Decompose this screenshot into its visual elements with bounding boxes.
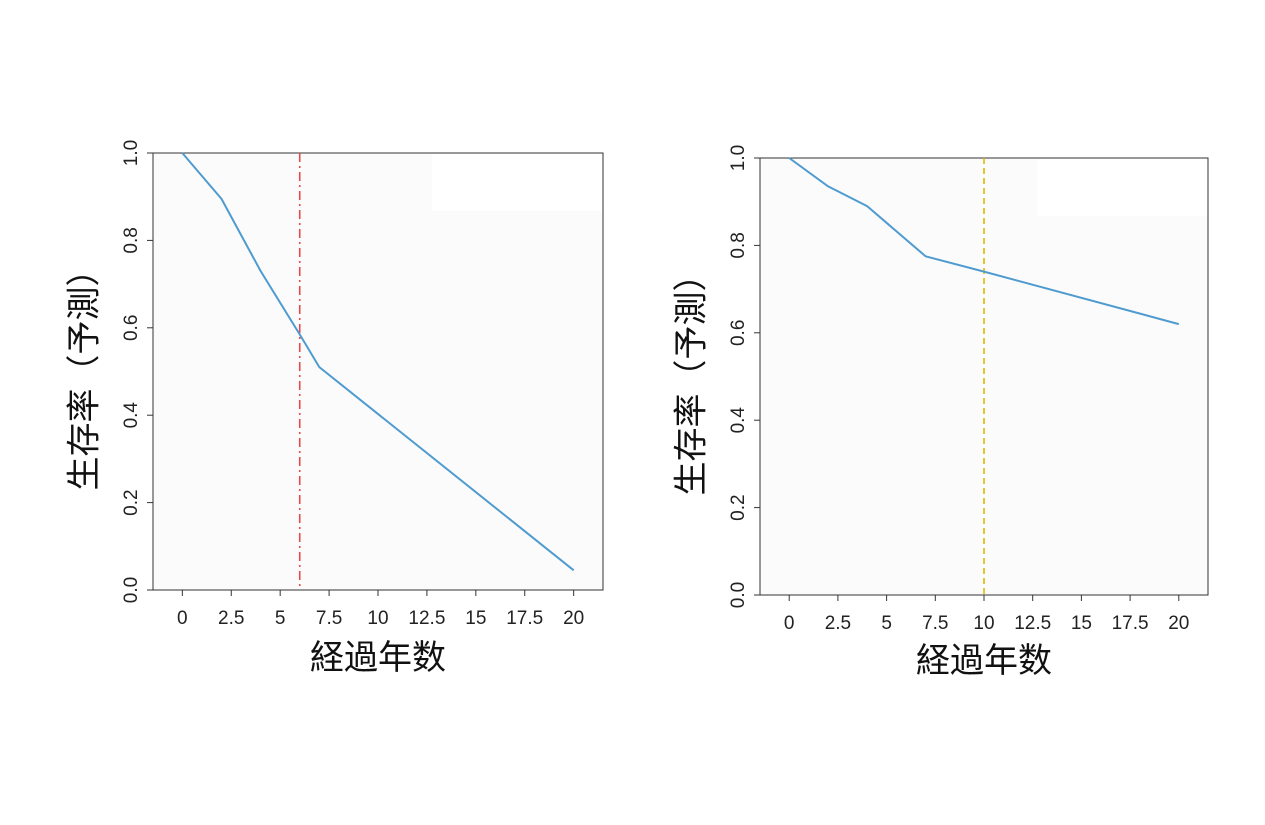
x-tick-label: 5: [881, 613, 892, 634]
x-tick-label: 12.5: [1014, 613, 1051, 634]
x-tick-label: 0: [177, 608, 188, 629]
x-tick-label: 2.5: [218, 608, 244, 629]
x-axis-title: 経過年数: [310, 638, 446, 678]
y-tick-label: 1.0: [121, 140, 142, 166]
x-tick-label: 20: [1168, 613, 1189, 634]
x-tick-label: 17.5: [1112, 613, 1149, 634]
x-axis-title: 経過年数: [916, 641, 1052, 681]
x-tick-label: 0: [784, 613, 795, 634]
y-tick-label: 0.4: [121, 402, 142, 429]
x-tick-label: 2.5: [825, 613, 851, 634]
x-tick-label: 5: [275, 608, 286, 629]
legend-box: [432, 154, 602, 211]
chart-1: 0 2.5 5 7.5 10 12.5 15 17.5 20 0.0 0.2 0.4 0.6 0.8 1.0…: [65, 140, 604, 678]
y-tick-label: 0.6: [121, 315, 142, 341]
legend-box: [1037, 159, 1207, 216]
y-tick-label: 0.2: [121, 489, 142, 515]
y-axis-title: 生存率（予測）: [65, 253, 105, 491]
y-tick-label: 0.0: [728, 582, 749, 608]
y-tick-label: 0.2: [728, 494, 749, 520]
chart-2: 0 2.5 5 7.5 10 12.5 15 17.5 20 0.0 0.2 0.4 0.6 0.8 1.0…: [672, 145, 1209, 681]
x-tick-label: 12.5: [408, 608, 445, 629]
y-tick-label: 0.4: [728, 407, 749, 434]
y-tick-label: 0.6: [728, 320, 749, 346]
x-tick-label: 10: [367, 608, 388, 629]
x-tick-label: 7.5: [922, 613, 948, 634]
y-tick-label: 0.8: [728, 232, 749, 258]
plot-area: [153, 153, 603, 590]
x-tick-label: 7.5: [316, 608, 342, 629]
survival-line: [788, 157, 1180, 326]
y-axis-title: 生存率（予測）: [672, 258, 712, 496]
y-tick-label: 0.0: [121, 577, 142, 603]
y-tick-label: 0.8: [121, 227, 142, 253]
x-tick-label: 20: [563, 608, 584, 629]
x-tick-label: 15: [465, 608, 486, 629]
x-tick-label: 10: [973, 613, 994, 634]
x-tick-label: 15: [1071, 613, 1092, 634]
y-tick-label: 1.0: [728, 145, 749, 171]
x-tick-label: 17.5: [506, 608, 543, 629]
survival-line: [181, 152, 575, 572]
